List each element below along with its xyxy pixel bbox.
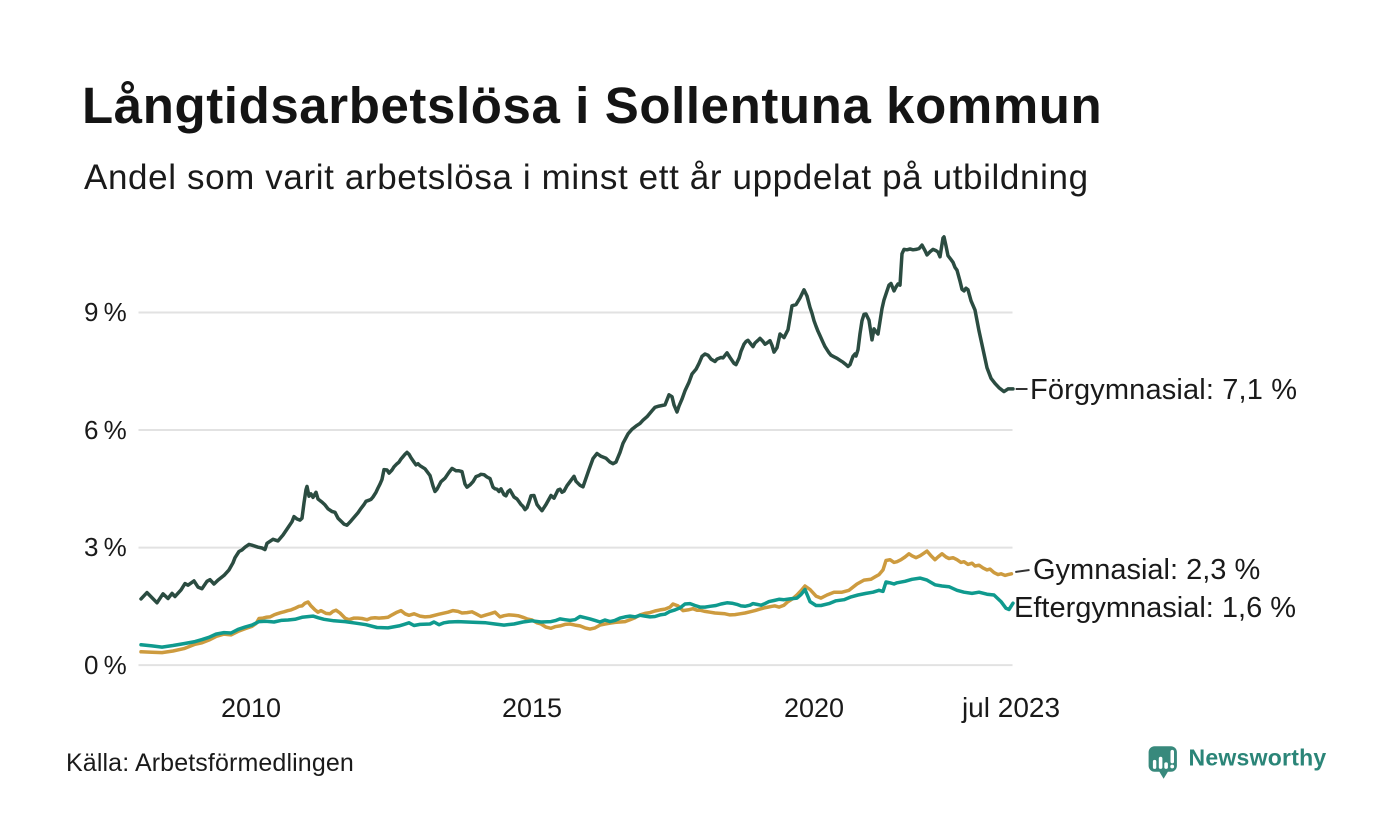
svg-text:Newsworthy: Newsworthy xyxy=(1189,745,1327,771)
